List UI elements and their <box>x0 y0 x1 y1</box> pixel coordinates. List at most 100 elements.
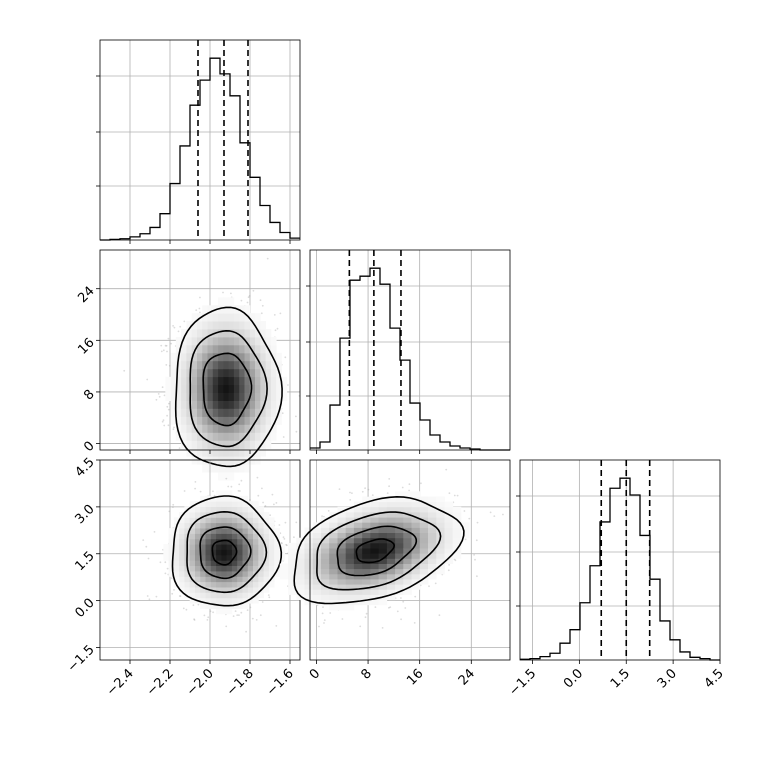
density-cell <box>268 565 275 572</box>
density-cell <box>276 392 282 401</box>
density-cell <box>210 603 217 609</box>
density-cell <box>244 432 251 441</box>
density-cell <box>249 432 256 441</box>
sample-point <box>327 510 330 512</box>
density-cell <box>165 376 171 386</box>
density-cell <box>218 400 224 409</box>
density-cell <box>210 581 217 588</box>
density-cell <box>228 305 235 314</box>
density-cell <box>195 576 201 583</box>
density-cell <box>191 424 198 433</box>
sample-point <box>185 608 188 611</box>
density-cell <box>202 352 208 362</box>
density-cell <box>212 400 219 409</box>
density-cell <box>168 544 175 550</box>
density-cell <box>281 376 288 386</box>
density-cell <box>288 589 297 595</box>
density-cell <box>189 506 196 513</box>
density-cell <box>279 563 289 570</box>
density-cell <box>189 544 196 550</box>
density-cell <box>218 392 224 401</box>
density-cell <box>181 416 187 425</box>
density-cell <box>244 392 251 401</box>
density-cell <box>221 495 228 502</box>
density-cell <box>175 337 182 346</box>
density-cell <box>233 345 240 354</box>
density-cell <box>270 408 277 417</box>
sample-point <box>153 531 156 533</box>
sample-point <box>367 488 370 491</box>
density-cell <box>195 522 201 529</box>
sample-point <box>281 412 284 415</box>
density-cell <box>255 408 261 417</box>
density-cell <box>263 571 270 577</box>
density-cell <box>304 579 314 585</box>
density-cell <box>276 376 282 386</box>
density-cell <box>265 400 272 409</box>
density-cell <box>205 603 212 609</box>
sample-point <box>448 492 451 495</box>
density-cell <box>202 392 208 401</box>
density-cell <box>231 528 238 534</box>
density-cell <box>231 501 238 507</box>
sample-point <box>230 485 233 488</box>
density-cell <box>228 368 235 378</box>
density-cell <box>197 424 203 433</box>
sample-point <box>321 515 323 517</box>
density-cell <box>216 608 222 615</box>
density-cell <box>288 548 297 554</box>
density-cell <box>189 565 196 572</box>
density-cell <box>274 554 280 561</box>
density-cell <box>249 416 256 425</box>
density-cell <box>195 560 201 566</box>
density-cell <box>270 416 277 425</box>
sample-point <box>163 394 166 397</box>
sample-point <box>239 490 241 492</box>
density-cell <box>231 587 238 593</box>
sample-point <box>318 625 320 628</box>
density-cell <box>170 416 177 425</box>
density-cell <box>239 345 245 354</box>
density-cell <box>263 517 270 524</box>
density-cell <box>210 560 217 566</box>
density-cell <box>184 528 191 534</box>
density-cell <box>186 400 193 409</box>
density-cell <box>249 352 256 362</box>
sample-point <box>260 312 263 315</box>
density-cell <box>228 400 235 409</box>
density-cell <box>173 554 180 561</box>
sample-point <box>276 327 279 330</box>
density-cell <box>268 571 275 577</box>
density-cell <box>179 528 185 534</box>
density-cell <box>249 448 256 457</box>
density-cell <box>270 337 277 346</box>
sample-point <box>493 515 496 517</box>
density-cell <box>263 538 270 545</box>
density-cell <box>165 392 171 401</box>
density-cell <box>255 432 261 441</box>
density-cell <box>239 329 245 338</box>
density-cell <box>231 592 238 599</box>
density-cell <box>207 400 214 409</box>
density-cell <box>223 297 230 306</box>
sample-point <box>273 503 275 506</box>
density-cell <box>274 533 280 540</box>
density-cell <box>210 544 217 550</box>
density-cell <box>249 384 256 393</box>
density-cell <box>202 408 208 417</box>
density-cell <box>212 408 219 417</box>
density-cell <box>205 544 212 550</box>
density-cell <box>218 337 224 346</box>
density-cell <box>304 537 314 544</box>
density-cell <box>218 416 224 425</box>
density-cell <box>247 587 254 593</box>
sample-point <box>476 575 478 578</box>
density-cell <box>260 352 266 362</box>
sample-point <box>419 584 422 587</box>
x-tick-label: −1.6 <box>264 666 297 699</box>
density-cell <box>189 554 196 561</box>
sample-point <box>428 585 430 588</box>
density-cell <box>216 603 222 609</box>
density-cell <box>237 576 243 583</box>
